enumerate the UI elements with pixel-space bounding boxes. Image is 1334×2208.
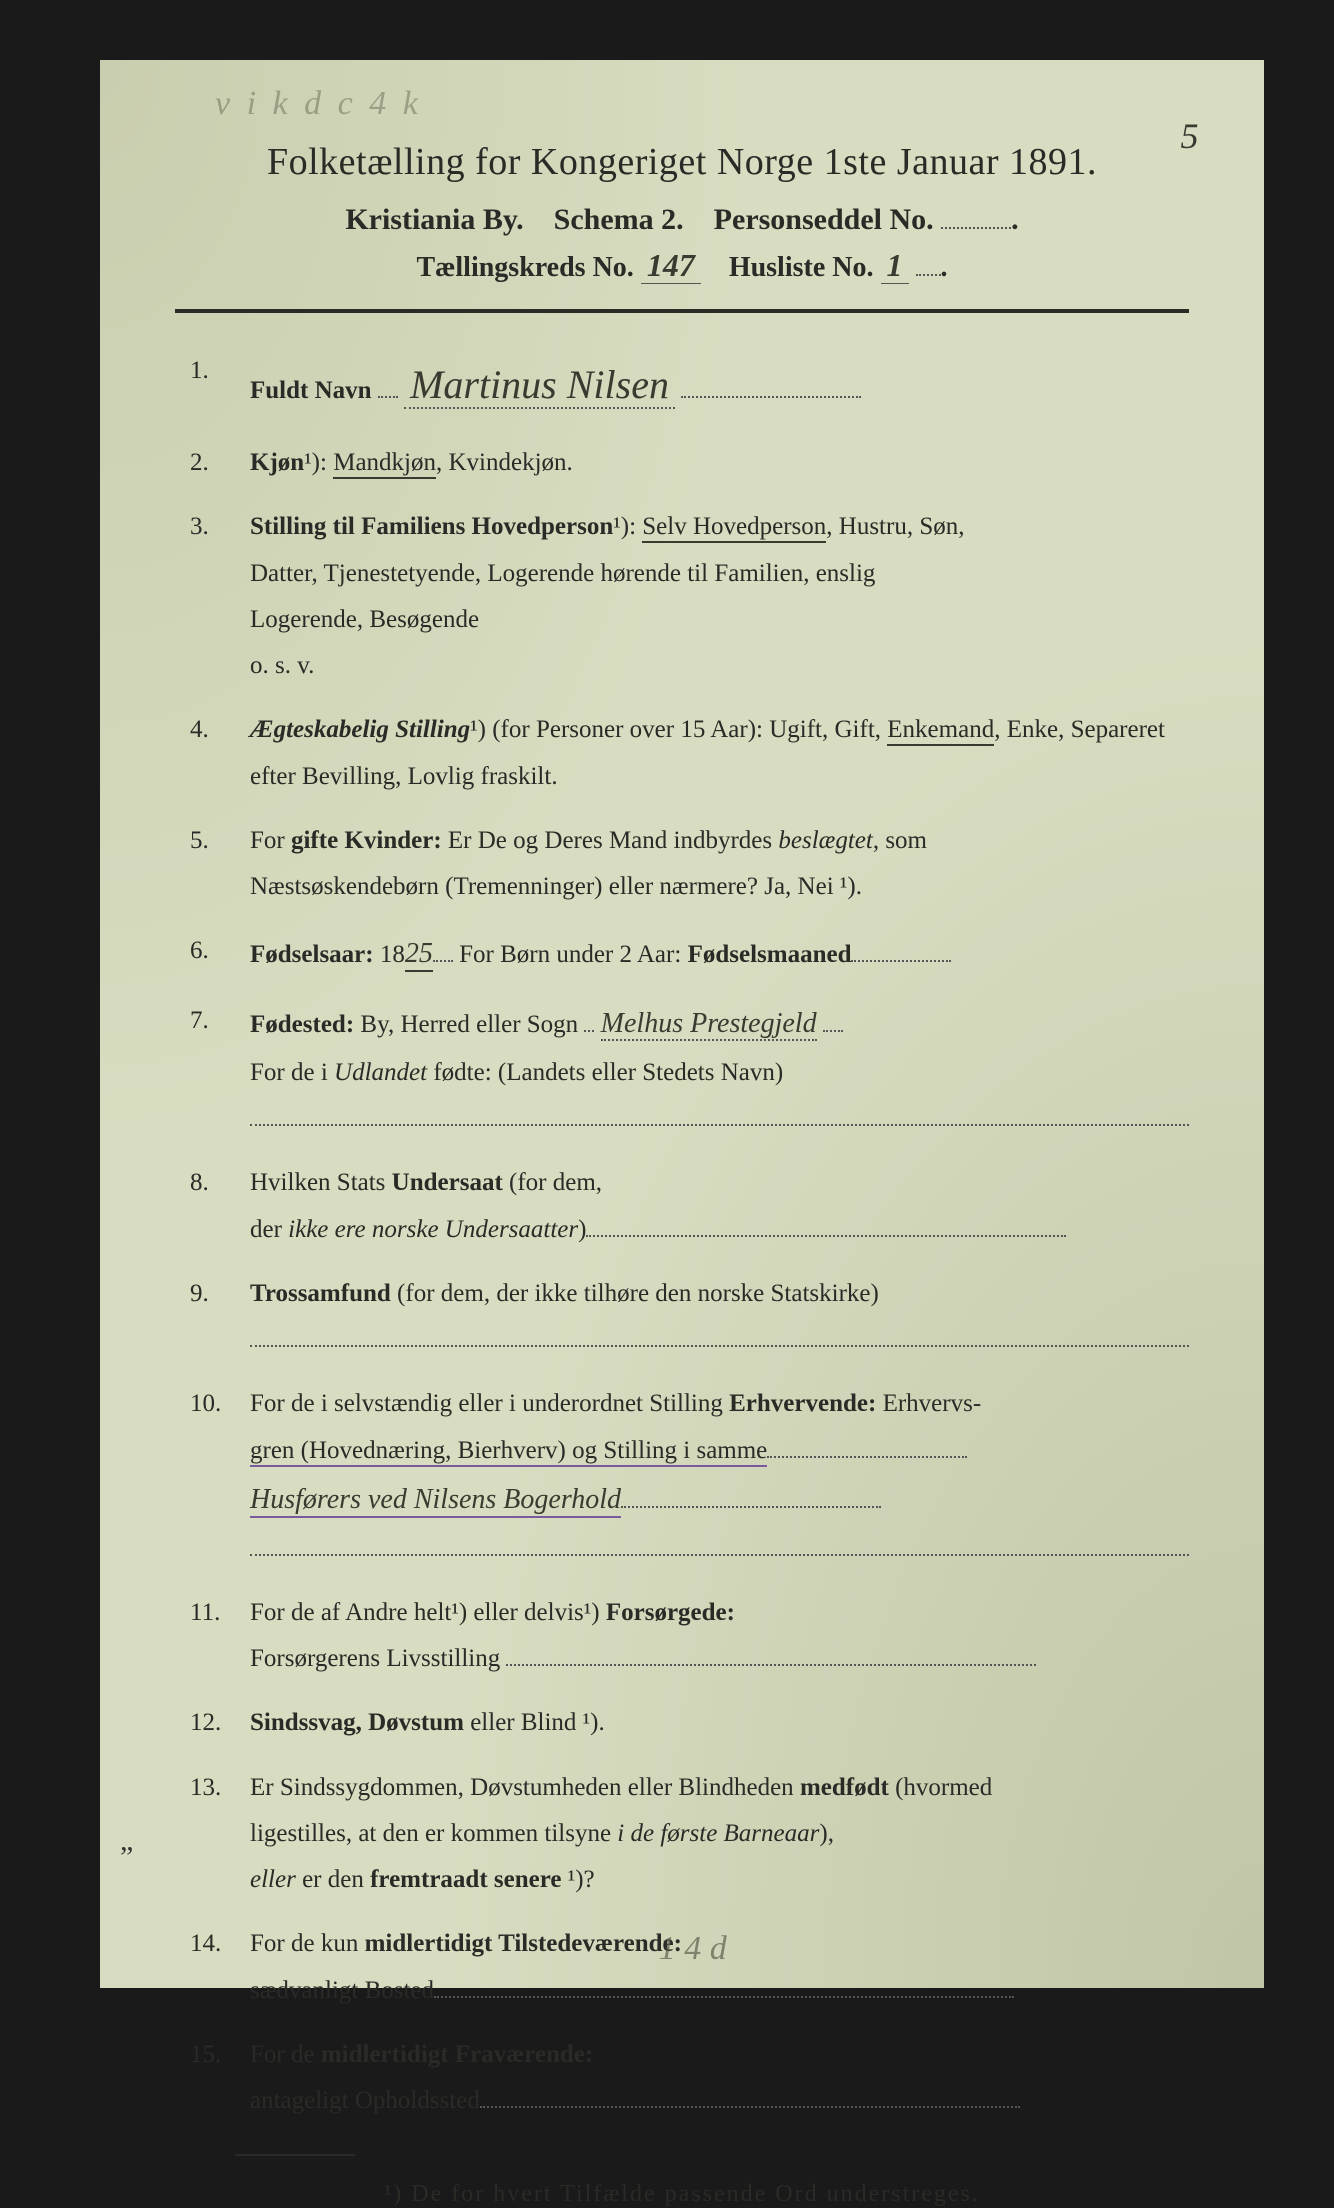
q8-label: Undersaat xyxy=(392,1169,503,1196)
item-10: 10. For de i selvstændig eller i underor… xyxy=(190,1381,1189,1572)
form-items: 1. Fuldt Navn Martinus Nilsen 2. Kjøn¹):… xyxy=(175,348,1189,2124)
q5-label: gifte Kvinder: xyxy=(291,827,442,854)
title-line3: Tællingskreds No. 147 Husliste No. 1 . xyxy=(175,247,1189,284)
item-9: 9. Trossamfund (for dem, der ikke tilhør… xyxy=(190,1271,1189,1364)
document-page: v i k d c 4 k Folketælling for Kongerige… xyxy=(100,60,1264,1988)
q2-selected: Mandkjøn xyxy=(333,449,436,479)
item-num: 10. xyxy=(190,1381,250,1572)
item-8: 8. Hvilken Stats Undersaat (for dem, der… xyxy=(190,1160,1189,1253)
q15-label: midlertidigt Fraværende: xyxy=(321,2041,593,2068)
q1-value: Martinus Nilsen xyxy=(404,362,675,409)
q2-label: Kjøn xyxy=(250,449,304,476)
divider-top xyxy=(175,309,1189,313)
item-num: 5. xyxy=(190,818,250,911)
q15-line2: antageligt Opholdssted xyxy=(250,2087,480,2114)
q2-opt2: Kvindekjøn. xyxy=(449,449,573,476)
q13-label: medfødt xyxy=(800,1774,889,1801)
personseddel-label: Personseddel No. xyxy=(714,203,934,236)
kreds-label: Tællingskreds No. xyxy=(416,252,633,283)
personseddel-number-hand: 5 xyxy=(1181,115,1200,157)
q11-label: Forsørgede: xyxy=(606,1599,735,1626)
item-15: 15. For de midlertidigt Fraværende: anta… xyxy=(190,2032,1189,2125)
husliste-label: Husliste No. xyxy=(729,252,874,283)
handwriting-faint-top: v i k d c 4 k xyxy=(215,85,422,123)
item-13: 13. Er Sindssygdommen, Døvstumheden elle… xyxy=(190,1765,1189,1904)
item-num: 1. xyxy=(190,348,250,422)
item-num: 7. xyxy=(190,998,250,1142)
item-num: 14. xyxy=(190,1921,250,2014)
q7-label: Fødested: xyxy=(250,1011,354,1038)
item-num: 9. xyxy=(190,1271,250,1364)
title-sub: Kristiania By. Schema 2. Personseddel No… xyxy=(175,202,1189,237)
q6-label: Fødselsaar: xyxy=(250,941,374,968)
q4-selected: Enkemand xyxy=(887,716,994,746)
item-3: 3. Stilling til Familiens Hovedperson¹):… xyxy=(190,504,1189,689)
item-num: 4. xyxy=(190,707,250,800)
city: Kristiania By. xyxy=(345,203,523,236)
q3-label: Stilling til Familiens Hovedperson xyxy=(250,513,613,540)
husliste-no: 1 xyxy=(881,247,909,284)
q4-label: Ægteskabelig Stilling xyxy=(250,716,470,743)
q3-line4: o. s. v. xyxy=(250,652,314,679)
item-7: 7. Fødested: By, Herred eller Sogn Melhu… xyxy=(190,998,1189,1142)
footnote: ¹) De for hvert Tilfælde passende Ord un… xyxy=(175,2181,1189,2208)
q3-line2: Datter, Tjenestetyende, Logerende hørend… xyxy=(250,560,875,587)
item-12: 12. Sindssvag, Døvstum eller Blind ¹). xyxy=(190,1700,1189,1746)
scan-background: v i k d c 4 k Folketælling for Kongerige… xyxy=(0,0,1334,2048)
q6-year: 25 xyxy=(405,938,433,972)
q14-line2: sædvanligt Bosted xyxy=(250,1977,434,2004)
q10-label: Erhvervende: xyxy=(729,1390,876,1417)
q7-value: Melhus Prestegjeld xyxy=(601,1008,817,1041)
q3-line3: Logerende, Besøgende xyxy=(250,606,479,633)
item-num: 11. xyxy=(190,1590,250,1683)
item-5: 5. For gifte Kvinder: Er De og Deres Man… xyxy=(190,818,1189,911)
q1-label: Fuldt Navn xyxy=(250,377,372,404)
q14-label: midlertidigt Tilstedeværende: xyxy=(365,1930,682,1957)
item-2: 2. Kjøn¹): Mandkjøn, Kvindekjøn. xyxy=(190,440,1189,486)
divider-footnote xyxy=(235,2154,355,2156)
q3-selected: Selv Hovedperson xyxy=(642,513,826,543)
q11-line2: Forsørgerens Livsstilling xyxy=(250,1645,500,1672)
q9-label: Trossamfund xyxy=(250,1280,391,1307)
item-num: 2. xyxy=(190,440,250,486)
item-4: 4. Ægteskabelig Stilling¹) (for Personer… xyxy=(190,707,1189,800)
item-num: 8. xyxy=(190,1160,250,1253)
item-6: 6. Fødselsaar: 1825 For Børn under 2 Aar… xyxy=(190,928,1189,980)
item-num: 12. xyxy=(190,1700,250,1746)
item-11: 11. For de af Andre helt¹) eller delvis¹… xyxy=(190,1590,1189,1683)
stray-mark: „ xyxy=(120,1824,133,1858)
item-1: 1. Fuldt Navn Martinus Nilsen xyxy=(190,348,1189,422)
item-num: 15. xyxy=(190,2032,250,2125)
item-num: 13. xyxy=(190,1765,250,1904)
schema: Schema 2. xyxy=(554,203,684,236)
item-num: 6. xyxy=(190,928,250,980)
q12-label: Sindssvag, Døvstum xyxy=(250,1709,464,1736)
title-main: v i k d c 4 k Folketælling for Kongerige… xyxy=(175,140,1189,184)
kreds-no: 147 xyxy=(641,247,701,284)
item-num: 3. xyxy=(190,504,250,689)
handwriting-bottom: 1 4 d xyxy=(659,1930,727,1968)
q6-label2: Fødselsmaaned xyxy=(688,941,852,968)
title-text: Folketælling for Kongeriget Norge 1ste J… xyxy=(267,141,1097,183)
q5-line2: Næstsøskendebørn (Tremenninger) eller næ… xyxy=(250,873,862,900)
q10-value: Husførers ved Nilsens Bogerhold xyxy=(250,1484,621,1518)
